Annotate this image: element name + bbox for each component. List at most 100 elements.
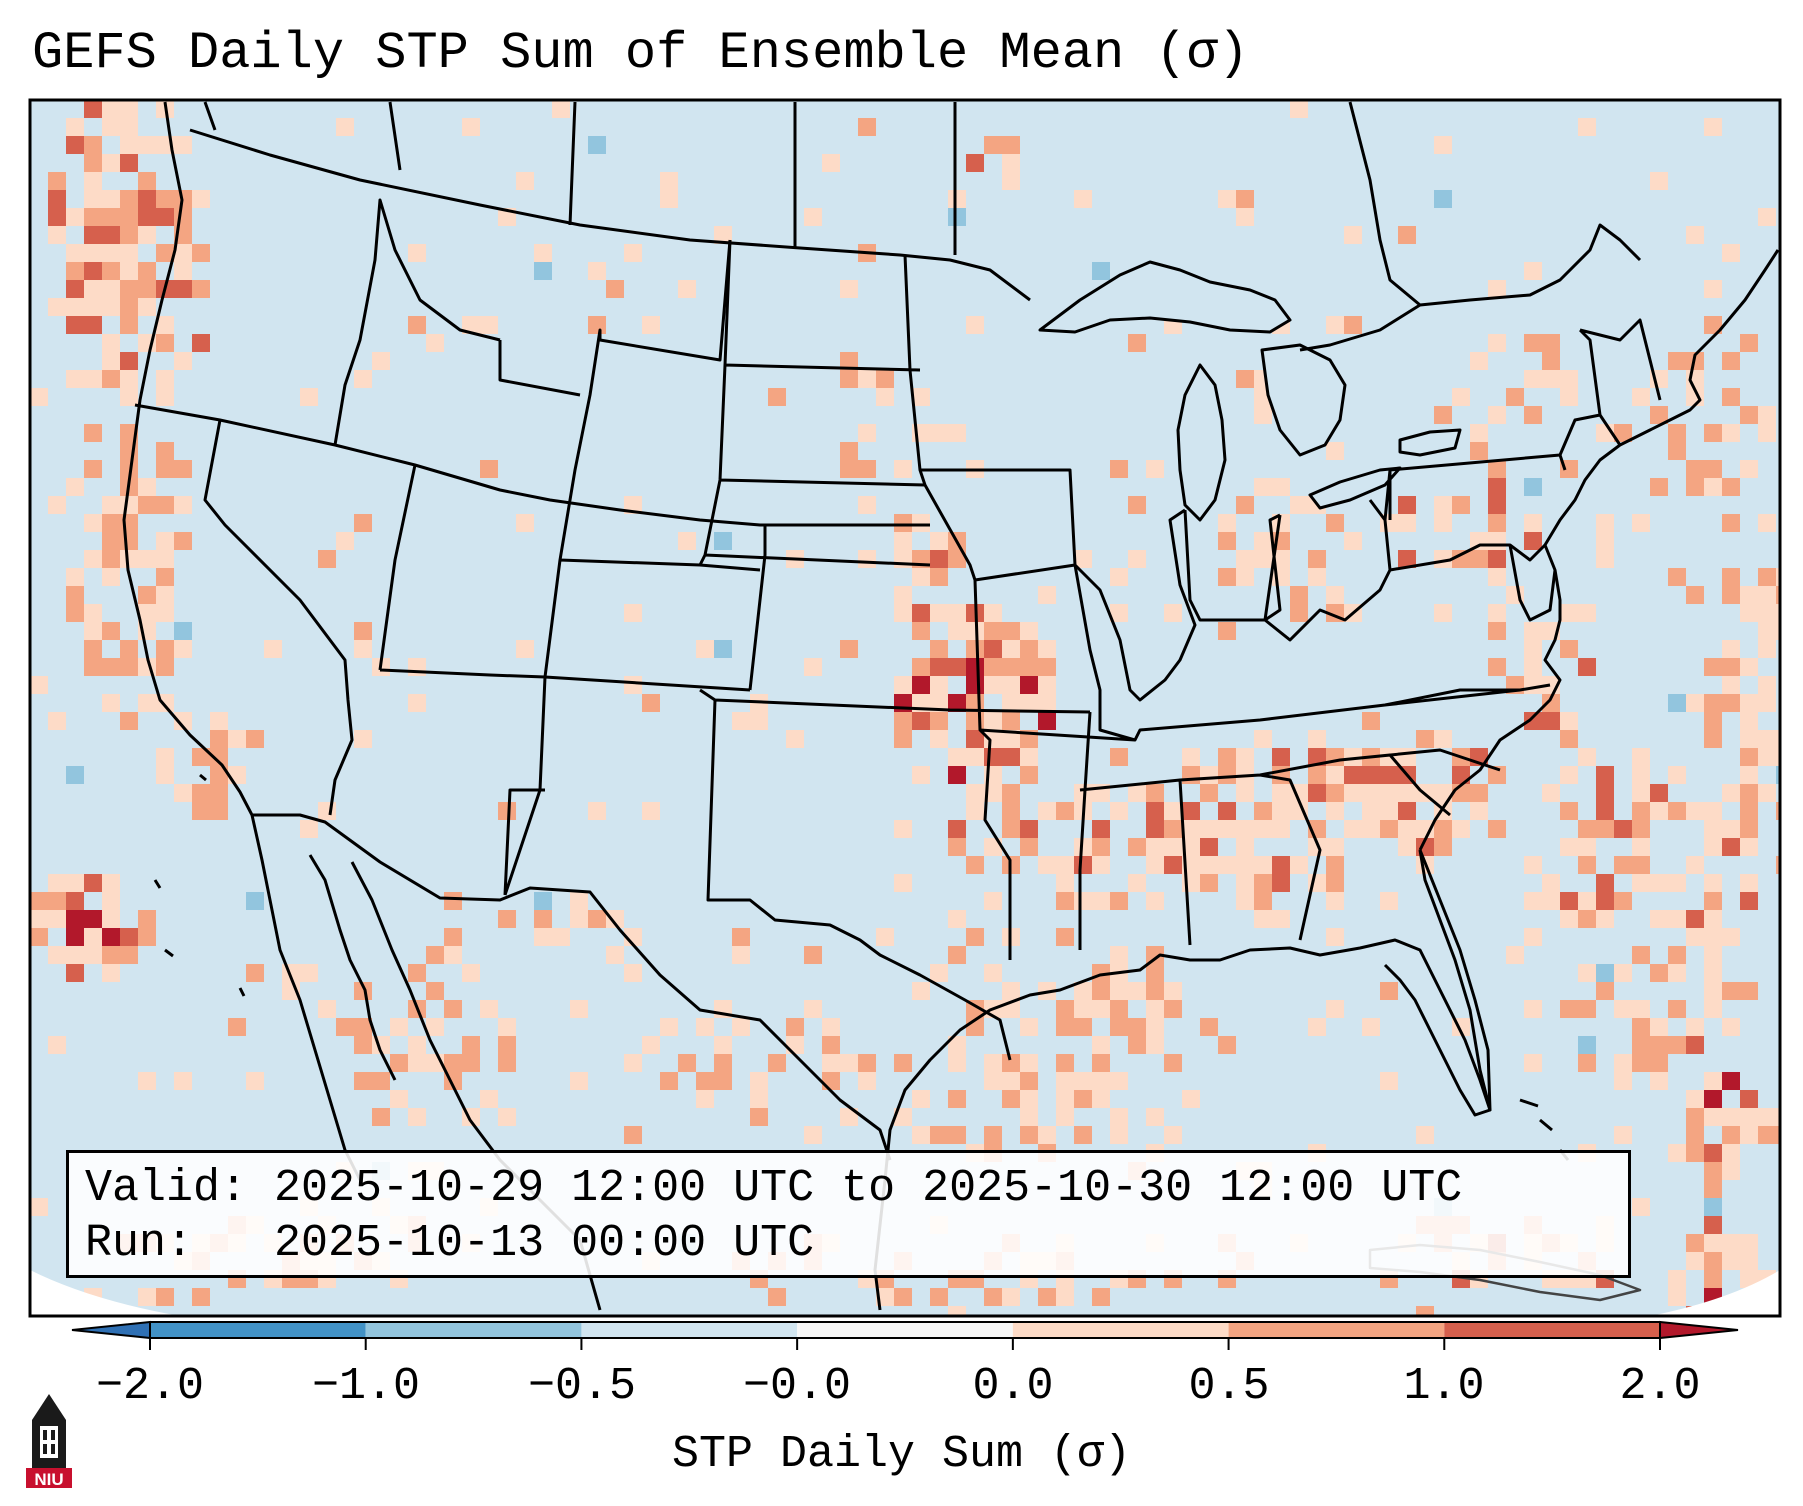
stp-cell [966,784,984,802]
stp-cell [1308,748,1326,766]
stp-cell [1740,1108,1758,1126]
stp-cell [1002,658,1020,676]
stp-cell [714,1036,732,1054]
stp-cell [138,604,156,622]
stp-cell [1704,1090,1722,1108]
stp-cell [1236,370,1254,388]
stp-cell [1290,856,1308,874]
stp-cell [1218,802,1236,820]
stp-cell [1560,370,1578,388]
stp-cell [642,1036,660,1054]
stp-cell [426,946,444,964]
stp-cell [1722,244,1740,262]
stp-cell [1200,784,1218,802]
stp-cell [1146,802,1164,820]
stp-cell [354,982,372,1000]
stp-cell [1398,802,1416,820]
stp-cell [1740,1090,1758,1108]
stp-cell [1020,640,1038,658]
stp-cell [840,1054,858,1072]
stp-cell [1524,856,1542,874]
stp-cell [1218,532,1236,550]
stp-cell [732,946,750,964]
map-frame [28,98,1782,1318]
stp-cell [1668,910,1686,928]
stp-cell [1326,514,1344,532]
stp-cell [1578,1036,1596,1054]
colorbar-bin [581,1322,798,1338]
stp-cell [30,1198,48,1216]
stp-cell [1740,766,1758,784]
stp-cell [318,550,336,568]
stp-cell [930,604,948,622]
colorbar-bin [797,1322,1013,1338]
stp-cell [1308,1018,1326,1036]
stp-cell [1038,1126,1056,1144]
stp-cell [1020,676,1038,694]
stp-cell [948,604,966,622]
stp-cell [1722,352,1740,370]
stp-cell [1092,982,1110,1000]
stp-cell [948,622,966,640]
stp-cell [120,316,138,334]
stp-cell [1290,100,1308,118]
stp-cell [84,262,102,280]
stp-cell [930,694,948,712]
stp-cell [570,1072,588,1090]
stp-cell [1668,1288,1686,1306]
stp-cell [48,712,66,730]
stp-cell [84,244,102,262]
stp-cell [1740,802,1758,820]
stp-cell [1668,874,1686,892]
stp-cell [1632,784,1650,802]
stp-cell [948,1126,966,1144]
stp-cell [1326,802,1344,820]
stp-cell [1272,550,1290,568]
stp-cell [1632,946,1650,964]
stp-cell [696,1090,714,1108]
stp-cell [1056,1000,1074,1018]
stp-cell [894,730,912,748]
stp-cell [1668,1270,1686,1288]
stp-cell [840,280,858,298]
stp-cell [1056,892,1074,910]
stp-cell [174,622,192,640]
lake-ontario [1398,428,1462,457]
stp-cell [102,208,120,226]
stp-cell [30,892,48,910]
stp-cell [1092,1072,1110,1090]
stp-cell [1722,1126,1740,1144]
stp-cell [1704,280,1722,298]
stp-cell [1110,1072,1128,1090]
stp-cell [210,802,228,820]
stp-cell [1686,910,1704,928]
stp-cell [462,1036,480,1054]
stp-cell [1488,478,1506,496]
stp-cell [966,928,984,946]
stp-cell [336,1018,354,1036]
stp-cell [138,1072,156,1090]
stp-cell [786,730,804,748]
stp-cell [984,640,1002,658]
stp-cell [426,1018,444,1036]
stp-cell [1722,388,1740,406]
stp-cell [156,604,174,622]
stp-cell [1488,532,1506,550]
stp-cell [1668,802,1686,820]
stp-cell [1578,748,1596,766]
stp-cell [1002,784,1020,802]
stp-cell [336,532,354,550]
stp-cell [174,784,192,802]
stp-cell [1002,802,1020,820]
stp-cell [1128,1018,1146,1036]
stp-cell [1272,856,1290,874]
stp-cell [102,262,120,280]
stp-cell [1614,964,1632,982]
stp-cell [1740,604,1758,622]
stp-cell [138,298,156,316]
stp-cell [1128,874,1146,892]
stp-cell [1740,460,1758,478]
stp-cell [1092,1288,1110,1306]
stp-cell [1128,334,1146,352]
stp-cell [1704,1108,1722,1126]
